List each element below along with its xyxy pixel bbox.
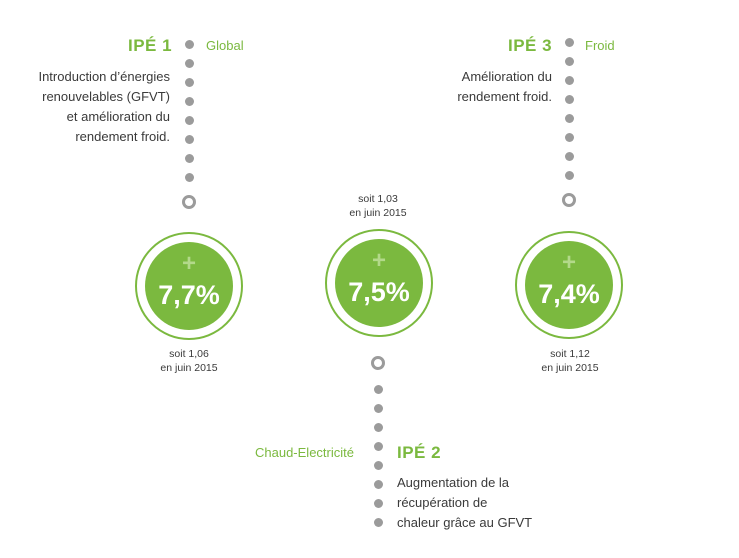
connector-dot [565, 171, 574, 180]
connector-dot [565, 133, 574, 142]
plus-icon: + [371, 247, 386, 274]
ipe3-badge-fill: + 7,4% [525, 241, 613, 329]
ipe2-badge-fill: + 7,5% [335, 239, 423, 327]
plus-icon: + [561, 249, 576, 276]
ipe2-note: soit 1,03 en juin 2015 [328, 192, 428, 220]
ipe2-description-line: chaleur grâce au GFVT [397, 515, 533, 530]
connector-dot [185, 59, 194, 68]
ipe1-badge-fill: + 7,7% [145, 242, 233, 330]
ipe2-note-line1: soit 1,03 [358, 193, 398, 205]
ipe3-description: Amélioration du rendement froid. [390, 67, 552, 107]
connector-dot [374, 442, 383, 451]
ipe3-value: 7,4% [538, 279, 600, 309]
connector-dot [185, 173, 194, 182]
ipe2-badge: + 7,5% [325, 229, 433, 337]
ipe1-description-line: Introduction d’énergies [38, 69, 170, 84]
ipe1-note-line1: soit 1,06 [169, 348, 209, 360]
ipe2-category: Chaud-Electricité [255, 445, 354, 460]
ipe3-note: soit 1,12 en juin 2015 [520, 347, 620, 375]
ipe1-title: IPÉ 1 [128, 36, 173, 55]
connector-dot [374, 385, 383, 394]
ipe2-description-line: récupération de [397, 495, 488, 510]
connector-dot [374, 404, 383, 413]
connector-dot [565, 76, 574, 85]
ipe1-description-line: renouvelables (GFVT) [42, 89, 170, 104]
ipe1-badge: + 7,7% [135, 232, 243, 340]
ipe2-value: 7,5% [348, 277, 410, 307]
ipe1-category: Global [206, 38, 244, 53]
ipe3-note-line1: soit 1,12 [550, 348, 590, 360]
connector-dot [374, 480, 383, 489]
connector-dot [185, 154, 194, 163]
connector-dot [374, 518, 383, 527]
connector-dot [565, 57, 574, 66]
connector-ring [371, 356, 385, 370]
plus-icon: + [181, 250, 196, 277]
ipe2-description: Augmentation de la récupération de chale… [397, 473, 597, 533]
connector-dot [374, 461, 383, 470]
connector-ring [562, 193, 576, 207]
connector-dot [565, 38, 574, 47]
ipe3-note-line2: en juin 2015 [541, 362, 599, 374]
connector-dot [185, 40, 194, 49]
connector-dot [565, 95, 574, 104]
ipe1-description-line: et amélioration du [66, 109, 170, 124]
connector-dot [374, 499, 383, 508]
ipe2-title: IPÉ 2 [397, 443, 442, 462]
ipe2-note-line2: en juin 2015 [349, 207, 407, 219]
ipe3-badge: + 7,4% [515, 231, 623, 339]
connector-dot [565, 114, 574, 123]
ipe1-description-line: rendement froid. [75, 129, 170, 144]
connector-dot [185, 78, 194, 87]
ipe1-note-line2: en juin 2015 [160, 362, 218, 374]
ipe3-description-line: Amélioration du [461, 69, 552, 84]
ipe3-category: Froid [585, 38, 615, 53]
ipe1-value: 7,7% [158, 280, 220, 310]
connector-dot [185, 116, 194, 125]
ipe1-description: Introduction d’énergies renouvelables (G… [10, 67, 170, 147]
ipe3-description-line: rendement froid. [457, 89, 552, 104]
connector-dot [374, 423, 383, 432]
ipe3-title: IPÉ 3 [508, 36, 553, 55]
connector-dot [185, 97, 194, 106]
ipe2-description-line: Augmentation de la [397, 475, 510, 490]
connector-dot [565, 152, 574, 161]
connector-ring [182, 195, 196, 209]
connector-dot [185, 135, 194, 144]
ipe1-note: soit 1,06 en juin 2015 [139, 347, 239, 375]
